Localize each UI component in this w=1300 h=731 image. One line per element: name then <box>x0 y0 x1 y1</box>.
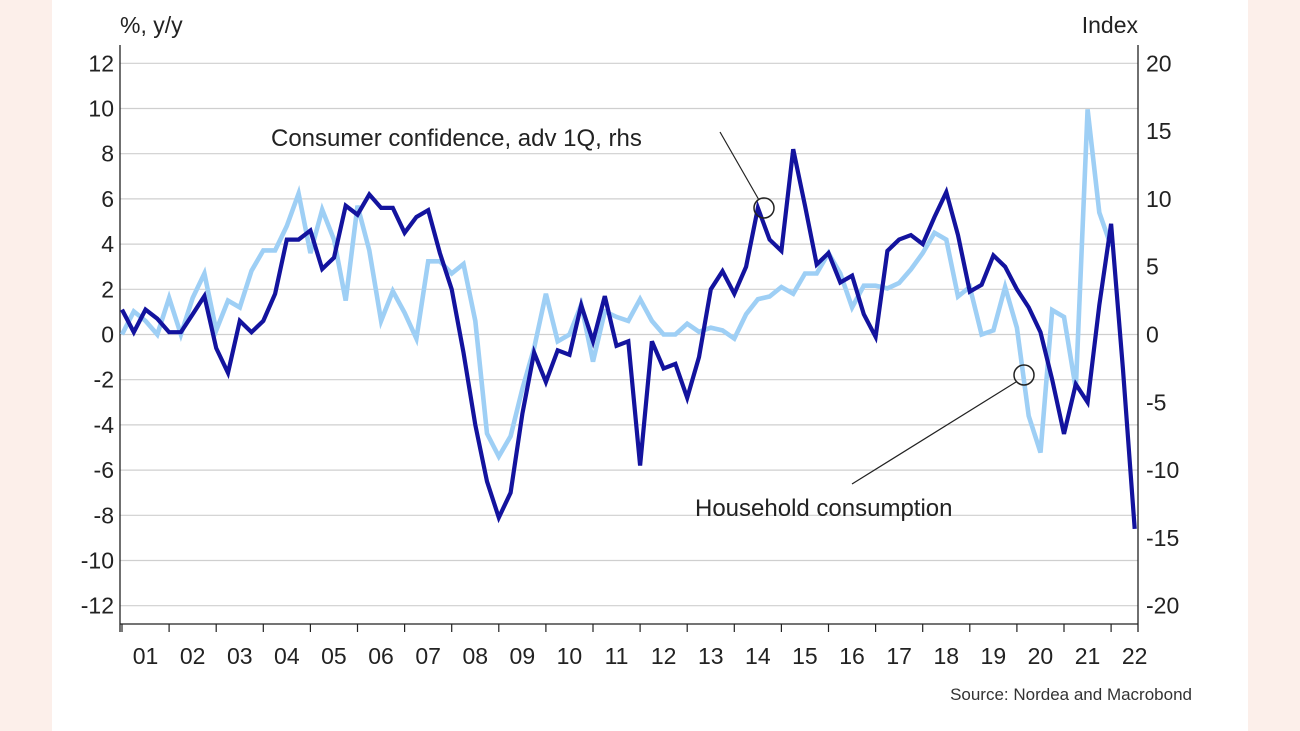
x-tick-label: 05 <box>321 643 347 669</box>
x-tick-label: 18 <box>933 643 959 669</box>
x-tick-label: 20 <box>1028 643 1054 669</box>
x-tick-label: 02 <box>180 643 206 669</box>
right-tick-label: 15 <box>1146 118 1172 144</box>
confidence-series-line <box>119 109 1114 462</box>
x-tick-label: 01 <box>133 643 159 669</box>
axis-layer: 121086420-2-4-6-8-10-1220151050-5-10-15-… <box>81 45 1179 669</box>
left-tick-label: 2 <box>101 276 114 302</box>
x-tick-label: 06 <box>368 643 394 669</box>
right-tick-label: 10 <box>1146 186 1172 212</box>
left-tick-label: -12 <box>81 593 114 619</box>
x-tick-label: 10 <box>557 643 583 669</box>
chart-svg: 121086420-2-4-6-8-10-1220151050-5-10-15-… <box>81 12 1192 704</box>
x-tick-label: 08 <box>462 643 488 669</box>
left-tick-label: 6 <box>101 186 114 212</box>
x-tick-label: 16 <box>839 643 865 669</box>
right-tick-label: -10 <box>1146 457 1179 483</box>
grid-layer <box>120 62 1138 607</box>
left-tick-label: -10 <box>81 548 114 574</box>
right-tick-label: -20 <box>1146 593 1179 619</box>
source-note: Source: Nordea and Macrobond <box>950 685 1192 704</box>
left-tick-label: 10 <box>88 96 114 122</box>
x-tick-label: 03 <box>227 643 253 669</box>
x-tick-label: 07 <box>415 643 441 669</box>
x-tick-label: 17 <box>886 643 912 669</box>
right-tick-label: 20 <box>1146 50 1172 76</box>
confidence-leader-line <box>719 131 760 201</box>
consumption-series-line <box>120 148 1137 530</box>
x-tick-label: 09 <box>510 643 536 669</box>
x-tick-label: 19 <box>981 643 1007 669</box>
left-tick-label: -4 <box>94 412 115 438</box>
x-tick-label: 13 <box>698 643 724 669</box>
confidence-marker <box>753 197 775 219</box>
left-tick-label: -6 <box>94 457 114 483</box>
left-axis-label: %, y/y <box>120 12 183 38</box>
x-tick-label: 22 <box>1122 643 1148 669</box>
left-tick-label: 8 <box>101 141 114 167</box>
confidence-annotation: Consumer confidence, adv 1Q, rhs <box>271 125 642 152</box>
right-tick-label: -5 <box>1146 389 1166 415</box>
right-tick-label: -15 <box>1146 525 1179 551</box>
consumption-annotation: Household consumption <box>695 495 953 522</box>
left-tick-label: -2 <box>94 367 114 393</box>
chart-card: 12 10 8 6 4 2 0 -2 -4 -6 -8 -10 -12 20 15 10 5 0 -5 -10 -15-… <box>52 0 1248 731</box>
left-tick-label: -8 <box>94 502 114 528</box>
right-tick-label: 0 <box>1146 322 1159 348</box>
consumption-marker <box>1013 364 1035 386</box>
left-tick-label: 12 <box>88 50 114 76</box>
annotation-layer: Consumer confidence, adv 1Q, rhs Househo… <box>271 125 1035 522</box>
x-tick-label: 15 <box>792 643 818 669</box>
right-axis-label: Index <box>1082 12 1139 38</box>
x-tick-label: 14 <box>745 643 771 669</box>
left-tick-label: 0 <box>101 322 114 348</box>
x-tick-label: 11 <box>605 643 629 669</box>
consumption-leader-line <box>851 381 1017 485</box>
x-tick-label: 21 <box>1075 643 1101 669</box>
left-tick-label: 4 <box>101 231 114 257</box>
right-tick-label: 5 <box>1146 254 1159 280</box>
x-tick-label: 12 <box>651 643 677 669</box>
series-layer <box>119 109 1137 530</box>
x-tick-label: 04 <box>274 643 300 669</box>
